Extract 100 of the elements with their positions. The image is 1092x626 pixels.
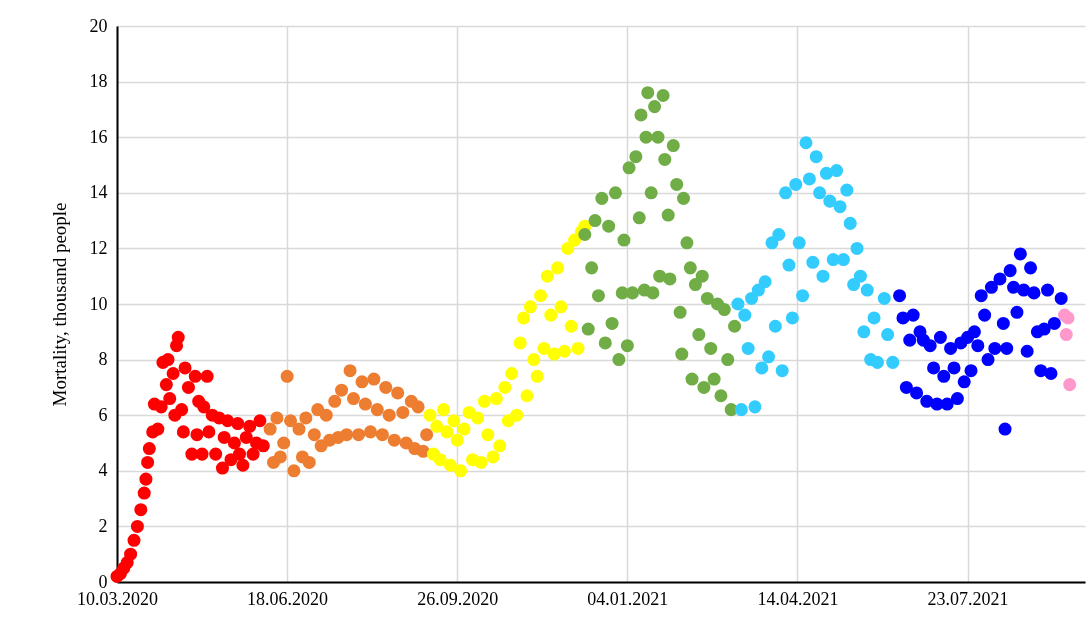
point [933,330,947,344]
point [779,186,793,200]
point [785,311,799,325]
point [367,372,381,386]
point [489,392,503,406]
point [137,486,151,500]
point [352,428,366,442]
point [391,386,405,400]
point [971,339,985,353]
point [1044,366,1058,381]
point [813,186,827,200]
point [299,411,313,425]
point [595,191,609,205]
point [163,392,177,406]
point [688,278,702,292]
x-tick-label: 23.07.2021 [927,588,1009,609]
point [762,350,776,364]
point [450,433,464,447]
point [881,328,895,342]
y-tick-label: 6 [98,404,108,425]
point [591,289,605,303]
point [200,369,214,383]
point [806,255,820,269]
point [420,428,434,442]
point [517,311,531,325]
point [1020,344,1034,358]
point [231,417,245,431]
point [454,464,468,478]
point [520,389,534,403]
point [676,191,691,205]
point [721,353,735,367]
point [396,405,410,419]
point [796,289,810,303]
point [850,241,864,255]
point [161,353,175,367]
point [639,130,653,144]
point [379,380,393,394]
point [171,330,185,344]
point [612,353,626,367]
point [1059,328,1073,342]
point [629,150,643,164]
point [996,316,1010,330]
point [608,186,622,200]
point [447,414,461,428]
x-tick-label: 14.04.2021 [757,588,839,609]
point [585,261,599,275]
point [166,366,180,381]
point [440,425,454,439]
point [927,361,941,375]
point [457,422,471,436]
point [1054,291,1068,305]
point [551,261,565,275]
point [680,236,694,250]
y-tick-label: 16 [89,126,108,147]
point [768,319,782,333]
point [443,458,457,472]
point [981,353,995,367]
point [792,236,806,250]
point [802,172,816,186]
point [561,241,575,255]
point [957,375,971,389]
point [505,366,519,381]
point [1034,364,1048,378]
point [998,422,1012,436]
point [920,394,934,408]
point [433,453,447,467]
point [1047,316,1061,330]
point [964,364,978,378]
point [178,361,192,375]
point [159,378,173,392]
point [588,214,602,228]
y-tick-label: 2 [98,515,108,536]
point [741,341,755,355]
point [471,411,485,425]
point [748,400,762,414]
point [823,194,837,208]
point [256,439,270,453]
point [632,211,646,225]
point [830,164,844,178]
point [634,108,648,122]
point [755,361,769,375]
point [557,344,571,358]
point [950,392,964,406]
point [666,139,680,153]
point [270,411,284,425]
point [346,392,360,406]
point [280,369,294,383]
point [481,428,495,442]
point [988,341,1002,355]
point [644,186,658,200]
point [527,353,541,367]
point [775,364,789,378]
point [139,472,153,486]
point [947,361,961,375]
point [202,425,216,439]
point [670,177,684,191]
point [1027,286,1041,300]
point [704,341,718,355]
point [277,436,291,450]
x-tick-label: 18.06.2020 [247,588,329,609]
